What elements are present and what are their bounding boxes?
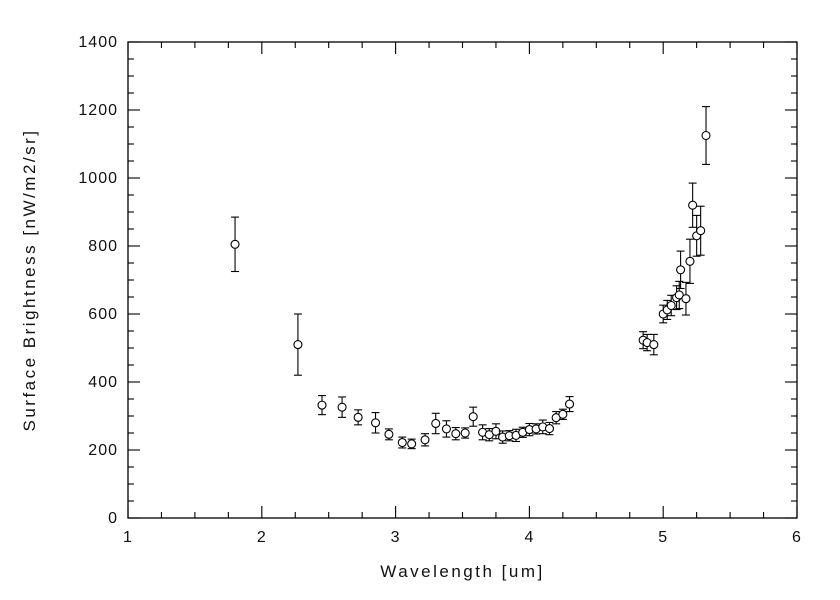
data-point [544,421,555,436]
y-tick-label: 1200 [78,102,118,119]
marker-circle [564,399,575,409]
data-point [370,412,381,434]
axis-ticks [127,41,798,519]
x-tick-label: 4 [524,529,534,546]
data-point [558,408,568,420]
data-point [478,424,488,441]
y-tick-label: 400 [88,374,118,391]
data-point [441,420,451,438]
data-point [649,333,659,356]
data-point [420,433,430,447]
marker-circle [420,435,430,445]
marker-circle [460,428,470,438]
data-point [676,250,686,290]
x-tick-label: 6 [792,529,802,546]
marker-circle [688,200,698,210]
marker-circle [384,429,394,439]
marker-circle [293,340,303,350]
data-point [431,412,441,435]
y-tick-label: 1400 [78,34,118,51]
data-series [230,106,711,450]
data-point [293,313,303,376]
y-tick-label: 800 [88,238,118,255]
marker-circle [230,239,240,249]
y-tick-label: 0 [108,510,118,527]
data-point [685,238,695,284]
marker-circle [681,294,691,304]
data-point [317,395,327,416]
data-point [701,106,711,165]
y-axis-title: Surface Brightness [nW/m2/sr] [20,128,39,432]
marker-circle [685,256,695,266]
data-point [384,428,394,441]
x-axis-title: Wavelength [um] [380,562,545,581]
x-tick-label: 2 [257,529,267,546]
marker-circle [676,265,686,275]
data-point [692,214,702,257]
marker-circle [558,409,568,419]
y-tick-label: 600 [88,306,118,323]
data-point [337,396,347,418]
marker-circle [431,418,441,429]
marker-circle [317,400,327,410]
data-point [681,281,691,316]
data-point [484,428,494,442]
marker-circle [353,412,363,422]
marker-circle [666,300,676,311]
marker-circle [701,130,711,141]
x-tick-label: 5 [658,529,668,546]
y-tick-label: 1000 [78,170,118,187]
data-point [460,427,470,439]
marker-circle [544,424,555,434]
data-point [674,280,684,310]
data-point [551,411,561,425]
data-point [353,409,363,426]
marker-circle [451,429,461,439]
x-tick-label: 1 [123,529,133,546]
data-point [468,406,478,427]
marker-circle [674,290,684,300]
marker-circle [370,418,381,428]
data-point [397,436,407,449]
tick-labels: 1 2 3 4 5 6 0 200 400 600 800 1000 1200 1400 [78,34,802,546]
plot-frame [127,41,798,519]
marker-circle [441,424,451,434]
y-tick-label: 200 [88,442,118,459]
marker-circle [407,439,417,449]
data-point [688,182,698,228]
data-point [642,333,652,352]
data-point [696,205,706,256]
x-tick-label: 3 [391,529,401,546]
marker-circle [696,226,706,236]
data-point [666,294,676,317]
data-point [564,396,575,413]
data-point [407,438,417,450]
marker-circle [337,402,347,412]
marker-circle [397,437,407,448]
marker-circle [468,412,478,422]
data-point [451,427,461,441]
marker-circle [649,340,659,350]
data-point [230,216,240,273]
